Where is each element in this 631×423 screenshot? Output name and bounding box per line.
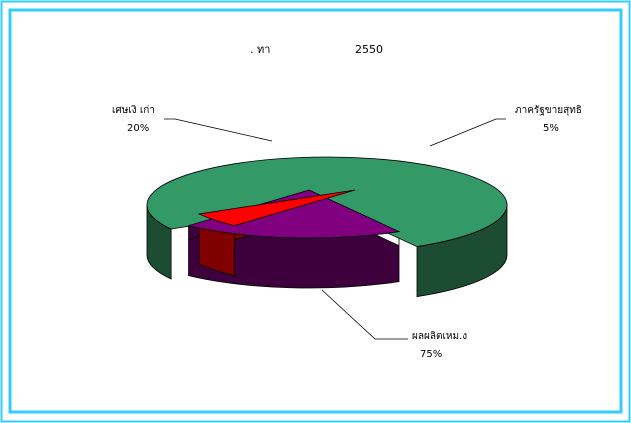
pie-chart: [146, 156, 508, 298]
chart-title-right: 2550: [355, 43, 383, 56]
chart-title-left: . ทา: [250, 43, 270, 56]
slice-percent-3: 5%: [543, 123, 559, 134]
slice-percent-2: 20%: [127, 123, 149, 134]
slice-label-1: ผลผลิตเหม.ง: [412, 331, 467, 342]
leader-line-2: [164, 118, 273, 142]
slice-top-2: [187, 189, 401, 239]
slice-percent-1: 75%: [420, 349, 442, 360]
leader-line-1: [321, 289, 408, 340]
slice-label-3: ภาครัฐขายสุทธิ: [515, 105, 582, 116]
leader-line-3: [429, 118, 506, 147]
frame-inner-border: [8, 8, 623, 414]
slice-top-3: [197, 189, 356, 227]
slice-label-2: เศษเงิ เก่า: [112, 105, 155, 116]
